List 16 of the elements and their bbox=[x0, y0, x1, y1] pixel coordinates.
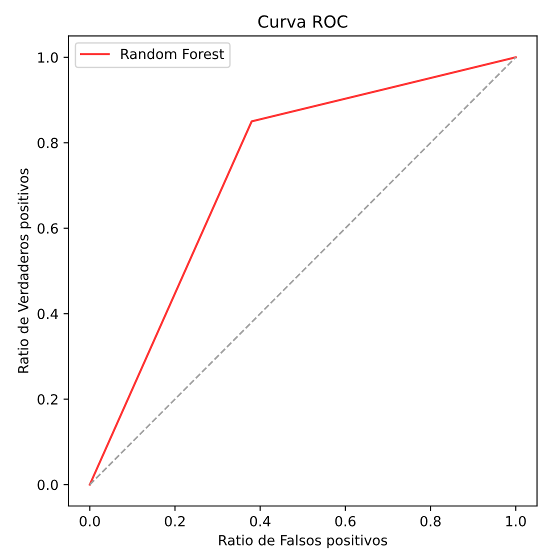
y-tick-label: 0.4 bbox=[38, 308, 58, 320]
x-tick-label: 0.4 bbox=[250, 516, 270, 526]
chart-title: Curva ROC bbox=[258, 15, 348, 28]
y-tick-label: 0.8 bbox=[38, 138, 58, 148]
x-tick-label: 0.6 bbox=[335, 516, 356, 526]
y-axis-title: Ratio de Verdaderos positivos bbox=[18, 168, 32, 373]
x-axis-title: Ratio de Falsos positivos bbox=[219, 534, 388, 548]
x-tick-label: 0.8 bbox=[420, 516, 441, 526]
x-tick-label: 0.0 bbox=[80, 516, 100, 526]
y-tick-label: 0.6 bbox=[38, 223, 58, 234]
y-tick-label: 0.0 bbox=[38, 480, 58, 490]
legend-label: Random Forest bbox=[121, 48, 224, 60]
y-tick-label: 1.0 bbox=[38, 52, 58, 63]
x-tick-label: 1.0 bbox=[506, 516, 526, 526]
x-tick-label: 0.2 bbox=[164, 516, 185, 526]
y-tick-label: 0.2 bbox=[38, 394, 58, 405]
